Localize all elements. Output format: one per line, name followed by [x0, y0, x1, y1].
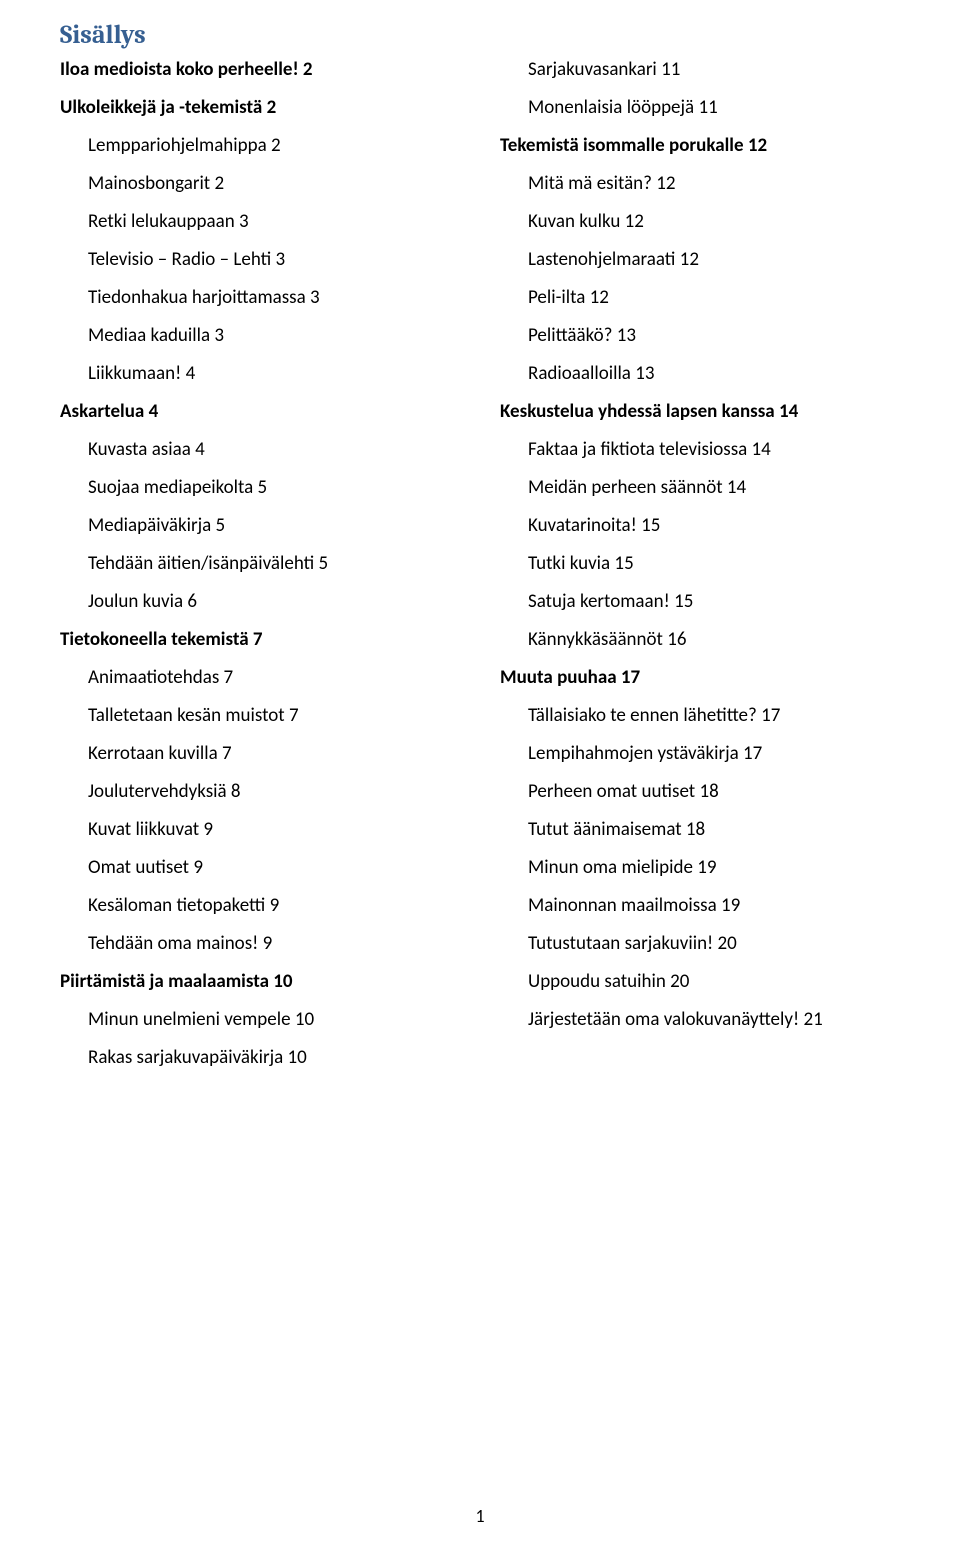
toc-sub-entry: Tutustutaan sarjakuviin! 20 — [500, 934, 900, 953]
toc-sub-entry: Peli-ilta 12 — [500, 288, 900, 307]
toc-sub-entry: Joulutervehdyksiä 8 — [60, 782, 460, 801]
toc-section-entry: Askartelua 4 — [60, 402, 460, 421]
toc-section-entry: Keskustelua yhdessä lapsen kanssa 14 — [500, 402, 900, 421]
toc-sub-entry: Mainosbongarit 2 — [60, 174, 460, 193]
document-title: Sisällys — [60, 20, 900, 50]
toc-sub-entry: Satuja kertomaan! 15 — [500, 592, 900, 611]
page-number: 1 — [0, 1505, 960, 1527]
toc-sub-entry: Uppoudu satuihin 20 — [500, 972, 900, 991]
toc-sub-entry: Kesäloman tietopaketti 9 — [60, 896, 460, 915]
toc-sub-entry: Liikkumaan! 4 — [60, 364, 460, 383]
toc-sub-entry: Pelittääkö? 13 — [500, 326, 900, 345]
toc-sub-entry: Kerrotaan kuvilla 7 — [60, 744, 460, 763]
toc-sub-entry: Kuvatarinoita! 15 — [500, 516, 900, 535]
toc-section-entry: Piirtämistä ja maalaamista 10 — [60, 972, 460, 991]
toc-sub-entry: Kuvan kulku 12 — [500, 212, 900, 231]
toc-sub-entry: Tutut äänimaisemat 18 — [500, 820, 900, 839]
toc-sub-entry: Monenlaisia lööppejä 11 — [500, 98, 900, 117]
toc-sub-entry: Omat uutiset 9 — [60, 858, 460, 877]
toc-sub-entry: Mitä mä esitän? 12 — [500, 174, 900, 193]
toc-sub-entry: Rakas sarjakuvapäiväkirja 10 — [60, 1048, 460, 1067]
toc-sub-entry: Lempihahmojen ystäväkirja 17 — [500, 744, 900, 763]
toc-sub-entry: Joulun kuvia 6 — [60, 592, 460, 611]
toc-sub-entry: Järjestetään oma valokuvanäyttely! 21 — [500, 1010, 900, 1029]
toc-sub-entry: Tällaisiako te ennen lähetitte? 17 — [500, 706, 900, 725]
toc-sub-entry: Kuvat liikkuvat 9 — [60, 820, 460, 839]
toc-sub-entry: Kännykkäsäännöt 16 — [500, 630, 900, 649]
toc-section-entry: Iloa medioista koko perheelle! 2 — [60, 60, 460, 79]
toc-sub-entry: Animaatiotehdas 7 — [60, 668, 460, 687]
toc-sub-entry: Meidän perheen säännöt 14 — [500, 478, 900, 497]
toc-sub-entry: Tehdään oma mainos! 9 — [60, 934, 460, 953]
toc-left-column: Iloa medioista koko perheelle! 2 Ulkoleik… — [60, 60, 460, 1086]
toc-section-entry: Muuta puuhaa 17 — [500, 668, 900, 687]
toc-sub-entry: Sarjakuvasankari 11 — [500, 60, 900, 79]
toc-sub-entry: Minun oma mielipide 19 — [500, 858, 900, 877]
toc-sub-entry: Suojaa mediapeikolta 5 — [60, 478, 460, 497]
toc-section-entry: Ulkoleikkejä ja -tekemistä 2 — [60, 98, 460, 117]
toc-sub-entry: Tiedonhakua harjoittamassa 3 — [60, 288, 460, 307]
toc-sub-entry: Televisio – Radio – Lehti 3 — [60, 250, 460, 269]
toc-sub-entry: Talletetaan kesän muistot 7 — [60, 706, 460, 725]
toc-sub-entry: Retki lelukauppaan 3 — [60, 212, 460, 231]
toc-sub-entry: Minun unelmieni vempele 10 — [60, 1010, 460, 1029]
toc-sub-entry: Lemppariohjelmahippa 2 — [60, 136, 460, 155]
toc-section-entry: Tekemistä isommalle porukalle 12 — [500, 136, 900, 155]
toc-sub-entry: Radioaalloilla 13 — [500, 364, 900, 383]
toc-sub-entry: Perheen omat uutiset 18 — [500, 782, 900, 801]
toc-sub-entry: Faktaa ja fiktiota televisiossa 14 — [500, 440, 900, 459]
toc-sub-entry: Tehdään äitien/isänpäivälehti 5 — [60, 554, 460, 573]
toc-columns: Iloa medioista koko perheelle! 2 Ulkoleik… — [60, 60, 900, 1086]
toc-section-entry: Tietokoneella tekemistä 7 — [60, 630, 460, 649]
document-page: Sisällys Iloa medioista koko perheelle! … — [0, 0, 960, 1547]
toc-sub-entry: Tutki kuvia 15 — [500, 554, 900, 573]
toc-sub-entry: Kuvasta asiaa 4 — [60, 440, 460, 459]
toc-right-column: Sarjakuvasankari 11 Monenlaisia lööppejä … — [500, 60, 900, 1086]
toc-sub-entry: Mediaa kaduilla 3 — [60, 326, 460, 345]
toc-sub-entry: Mediapäiväkirja 5 — [60, 516, 460, 535]
toc-sub-entry: Lastenohjelmaraati 12 — [500, 250, 900, 269]
toc-sub-entry: Mainonnan maailmoissa 19 — [500, 896, 900, 915]
